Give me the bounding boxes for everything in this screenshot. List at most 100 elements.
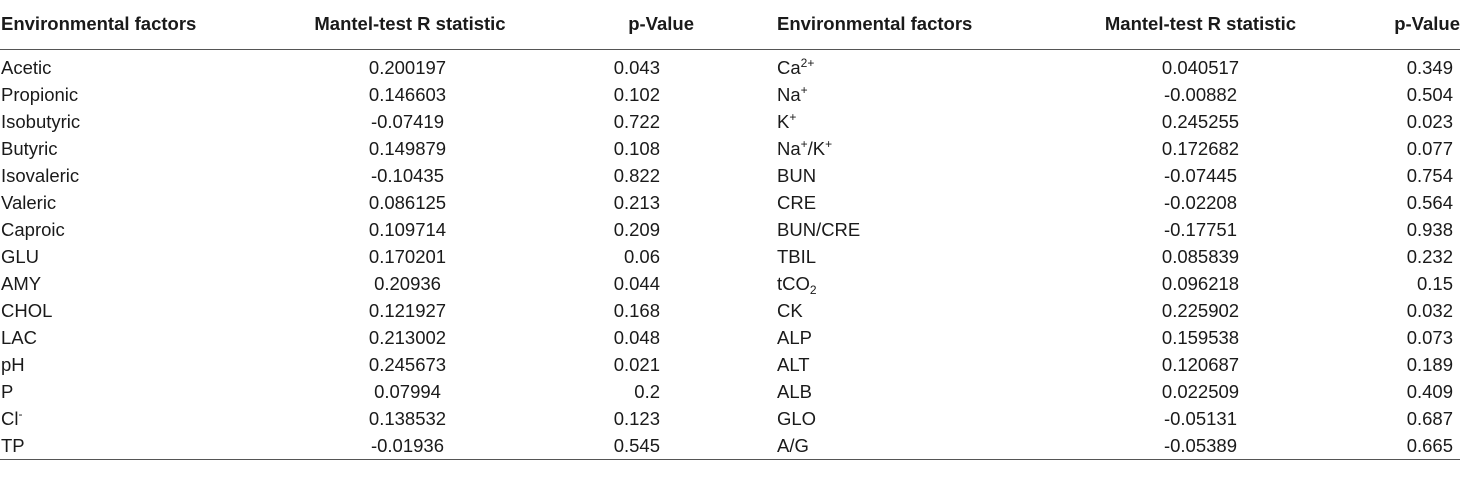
p-value-cell-left: 0.822: [613, 164, 660, 186]
factor-base: ALP: [777, 326, 812, 348]
factor-cell-right: CRE: [768, 189, 1028, 216]
table-row: CHOL 0.121927 0.168 CK 0.225902 0.032: [0, 297, 1460, 324]
mantel-r-cell-left: 0.149879: [368, 137, 447, 159]
p-value-cell-right: 0.232: [1406, 245, 1453, 267]
factor-superscript: +: [825, 136, 833, 151]
p-value-cell-right: 0.504: [1406, 83, 1453, 105]
p-value-cell-right: 0.189: [1406, 353, 1453, 375]
table-row: LAC 0.213002 0.048 ALP 0.159538 0.073: [0, 324, 1460, 351]
table-row: AMY 0.20936 0.044 tCO2 0.096218 0.15: [0, 270, 1460, 297]
factor-cell-left: Caproic: [1, 218, 65, 240]
factor-cell-right: ALT: [768, 351, 1028, 378]
table-row: Butyric 0.149879 0.108 Na+/K+ 0.172682 0.077: [0, 135, 1460, 162]
factor-base: ALB: [777, 380, 812, 402]
p-value-cell-left: 0.048: [613, 326, 660, 348]
mantel-r-cell-left: -0.01936: [255, 431, 588, 460]
mantel-r-cell-right: 0.172682: [1161, 137, 1240, 159]
mantel-r-cell-left: -0.07419: [370, 110, 445, 132]
header-row: Environmental factors Mantel-test R stat…: [0, 0, 1460, 50]
factor-cell-right: TBIL: [768, 243, 1028, 270]
factor-mid: /K: [807, 137, 826, 159]
mantel-r-cell-left: 0.170201: [368, 245, 447, 267]
header-mantel-r-right: Mantel-test R statistic: [1028, 0, 1361, 50]
mantel-r-cell-left: 0.146603: [368, 83, 447, 105]
factor-base: Na: [777, 83, 801, 105]
mantel-r-cell-right: 0.040517: [1161, 56, 1240, 78]
mantel-test-table: Environmental factors Mantel-test R stat…: [0, 0, 1460, 460]
factor-cell-right: ALP: [768, 324, 1028, 351]
p-value-cell-right: 0.077: [1406, 137, 1453, 159]
p-value-cell-right: 0.938: [1406, 218, 1453, 240]
factor-superscript: +: [789, 109, 797, 124]
table-row: Isovaleric -0.10435 0.822 BUN -0.07445 0.754: [0, 162, 1460, 189]
header-p-value-right: p-Value: [1361, 0, 1460, 50]
factor-base: CRE: [777, 191, 817, 213]
factor-cell-right: Na+/K+: [768, 135, 1028, 162]
header-mantel-r-left: Mantel-test R statistic: [255, 0, 588, 50]
factor-cell-left: LAC: [1, 326, 37, 348]
p-value-cell-right: 0.073: [1406, 326, 1453, 348]
p-value-cell-right: 0.032: [1406, 299, 1453, 321]
table-row: pH 0.245673 0.021 ALT 0.120687 0.189: [0, 351, 1460, 378]
p-value-cell-right: 0.15: [1416, 272, 1453, 294]
p-value-cell-left: 0.2: [634, 380, 660, 402]
factor-cell-left: AMY: [1, 272, 42, 294]
mantel-r-cell-right: -0.05389: [1028, 431, 1361, 460]
factor-base: ALT: [777, 353, 810, 375]
p-value-cell-right: 0.023: [1406, 110, 1453, 132]
factor-cell-left: Cl-: [0, 405, 255, 432]
mantel-r-cell-right: 0.120687: [1161, 353, 1240, 375]
mantel-r-cell-left: 0.200197: [368, 56, 447, 78]
mantel-r-cell-right: 0.159538: [1161, 326, 1240, 348]
p-value-cell-left: 0.545: [588, 431, 768, 460]
table-row: Cl- 0.138532 0.123 GLO -0.05131 0.687: [0, 405, 1460, 432]
header-environmental-factors-left: Environmental factors: [0, 0, 255, 50]
factor-base: TBIL: [777, 245, 817, 267]
mantel-r-cell-left: 0.138532: [368, 407, 447, 429]
mantel-r-cell-right: -0.05131: [1163, 407, 1238, 429]
mantel-test-table-container: Environmental factors Mantel-test R stat…: [0, 0, 1460, 460]
factor-cell-left: Isobutyric: [1, 110, 81, 132]
factor-cell-left: pH: [1, 353, 25, 375]
factor-cell-right: A/G: [768, 431, 1028, 460]
factor-cell-left: Propionic: [1, 83, 79, 105]
factor-base: Cl: [1, 407, 19, 429]
p-value-cell-left: 0.06: [623, 245, 660, 267]
table-row: Isobutyric -0.07419 0.722 K+ 0.245255 0.023: [0, 108, 1460, 135]
p-value-cell-left: 0.044: [613, 272, 660, 294]
table-row: P 0.07994 0.2 ALB 0.022509 0.409: [0, 378, 1460, 405]
mantel-r-cell-left: 0.213002: [368, 326, 447, 348]
factor-base: K: [777, 110, 790, 132]
mantel-r-cell-right: 0.245255: [1161, 110, 1240, 132]
mantel-r-cell-left: 0.20936: [374, 272, 441, 294]
p-value-cell-left: 0.043: [613, 56, 660, 78]
mantel-r-cell-right: -0.07445: [1163, 164, 1238, 186]
factor-superscript: -: [18, 406, 23, 421]
p-value-cell-left: 0.722: [613, 110, 660, 132]
p-value-cell-right: 0.687: [1406, 407, 1453, 429]
factor-cell-right: BUN: [768, 162, 1028, 189]
factor-cell-left: Acetic: [1, 56, 52, 78]
factor-cell-right: ALB: [768, 378, 1028, 405]
mantel-r-cell-right: 0.225902: [1161, 299, 1240, 321]
p-value-cell-left: 0.108: [613, 137, 660, 159]
p-value-cell-left: 0.168: [613, 299, 660, 321]
table-header: Environmental factors Mantel-test R stat…: [0, 0, 1460, 50]
mantel-r-cell-right: 0.096218: [1161, 272, 1240, 294]
factor-superscript: 2+: [800, 55, 815, 70]
p-value-cell-left: 0.102: [613, 83, 660, 105]
mantel-r-cell-left: 0.245673: [368, 353, 447, 375]
factor-base: Na: [777, 137, 801, 159]
p-value-cell-right: 0.754: [1406, 164, 1453, 186]
factor-base: tCO: [777, 272, 810, 294]
mantel-r-cell-right: -0.00882: [1163, 83, 1238, 105]
factor-cell-left: Butyric: [1, 137, 58, 159]
factor-cell-right: Ca2+: [768, 49, 1028, 81]
factor-base: BUN: [777, 164, 817, 186]
p-value-cell-left: 0.123: [613, 407, 660, 429]
factor-cell-right: Na+: [768, 81, 1028, 108]
table-row: Caproic 0.109714 0.209 BUN/CRE -0.17751 0.938: [0, 216, 1460, 243]
table-row: GLU 0.170201 0.06 TBIL 0.085839 0.232: [0, 243, 1460, 270]
header-p-value-left: p-Value: [588, 0, 768, 50]
factor-cell-left: TP: [0, 431, 255, 460]
